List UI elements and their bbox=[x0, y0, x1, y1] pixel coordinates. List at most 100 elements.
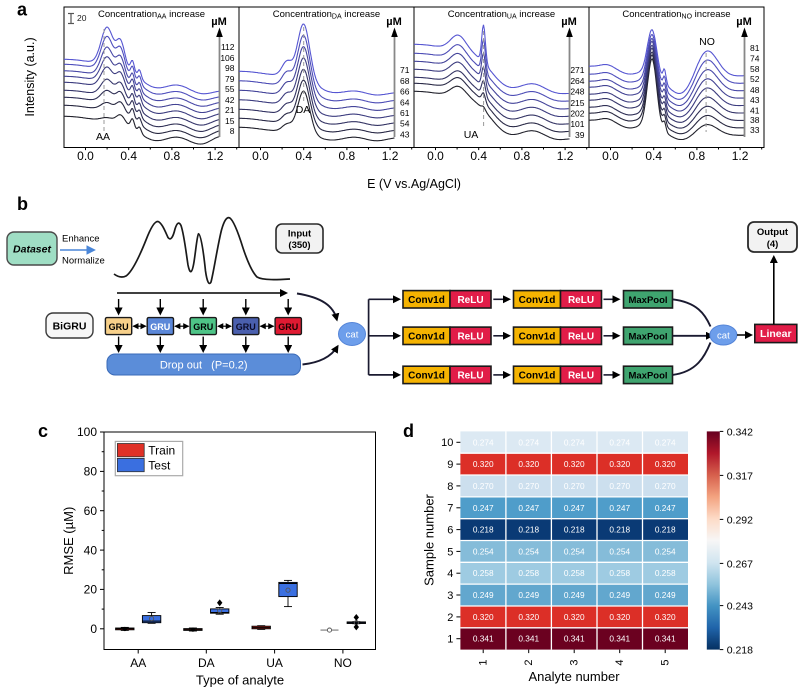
svg-text:43: 43 bbox=[400, 130, 410, 140]
svg-text:40: 40 bbox=[84, 543, 98, 557]
svg-text:0.249: 0.249 bbox=[564, 590, 585, 600]
svg-text:GRU: GRU bbox=[109, 322, 129, 332]
svg-text:0.274: 0.274 bbox=[473, 437, 494, 447]
svg-text:3: 3 bbox=[569, 660, 581, 666]
svg-text:µM: µM bbox=[561, 16, 577, 28]
svg-text:DA: DA bbox=[198, 656, 215, 670]
svg-text:20: 20 bbox=[84, 583, 98, 597]
svg-text:21: 21 bbox=[225, 105, 235, 115]
svg-text:0.341: 0.341 bbox=[564, 634, 585, 644]
svg-text:0: 0 bbox=[90, 622, 97, 636]
svg-text:0.320: 0.320 bbox=[655, 612, 676, 622]
svg-text:ReLU: ReLU bbox=[568, 371, 594, 382]
svg-text:0.218: 0.218 bbox=[655, 525, 676, 535]
svg-text:ConcentrationNO increase: ConcentrationNO increase bbox=[622, 9, 730, 21]
svg-text:0.320: 0.320 bbox=[473, 612, 494, 622]
svg-text:Conv1d: Conv1d bbox=[408, 331, 445, 342]
svg-text:0.218: 0.218 bbox=[609, 525, 630, 535]
svg-text:0.249: 0.249 bbox=[655, 590, 676, 600]
svg-text:55: 55 bbox=[225, 84, 235, 94]
svg-text:Conv1d: Conv1d bbox=[408, 371, 445, 382]
svg-text:0.247: 0.247 bbox=[473, 503, 494, 513]
svg-text:1.2: 1.2 bbox=[207, 149, 224, 163]
svg-text:42: 42 bbox=[225, 95, 235, 105]
svg-text:0.341: 0.341 bbox=[655, 634, 676, 644]
svg-text:0.274: 0.274 bbox=[518, 437, 539, 447]
svg-text:Conv1d: Conv1d bbox=[519, 371, 556, 382]
svg-text:264: 264 bbox=[570, 76, 584, 86]
svg-text:ReLU: ReLU bbox=[457, 331, 483, 342]
svg-text:0.341: 0.341 bbox=[518, 634, 539, 644]
svg-text:1: 1 bbox=[478, 660, 490, 666]
svg-text:0.341: 0.341 bbox=[609, 634, 630, 644]
svg-text:0.320: 0.320 bbox=[518, 612, 539, 622]
svg-text:ReLU: ReLU bbox=[457, 371, 483, 382]
svg-text:7: 7 bbox=[447, 503, 453, 515]
svg-text:GRU: GRU bbox=[150, 322, 170, 332]
svg-text:c: c bbox=[38, 421, 48, 441]
svg-text:0.320: 0.320 bbox=[564, 612, 585, 622]
svg-text:(350): (350) bbox=[288, 240, 310, 251]
svg-text:74: 74 bbox=[750, 54, 760, 64]
svg-text:Type of analyte: Type of analyte bbox=[196, 673, 284, 688]
svg-text:Intensity (a.u.): Intensity (a.u.) bbox=[23, 37, 37, 116]
svg-text:Input: Input bbox=[288, 229, 312, 240]
svg-text:NO: NO bbox=[334, 656, 352, 670]
svg-text:0.270: 0.270 bbox=[564, 481, 585, 491]
svg-text:33: 33 bbox=[750, 125, 760, 135]
svg-text:AA: AA bbox=[96, 131, 110, 143]
svg-text:0.218: 0.218 bbox=[473, 525, 494, 535]
svg-text:0.254: 0.254 bbox=[564, 546, 585, 556]
svg-text:Analyte number: Analyte number bbox=[528, 669, 620, 684]
svg-text:ReLU: ReLU bbox=[568, 331, 594, 342]
svg-text:0.267: 0.267 bbox=[727, 558, 753, 570]
svg-text:0.254: 0.254 bbox=[518, 546, 539, 556]
svg-text:0.258: 0.258 bbox=[518, 568, 539, 578]
svg-text:68: 68 bbox=[400, 76, 410, 86]
svg-text:0.274: 0.274 bbox=[655, 437, 676, 447]
svg-text:Linear: Linear bbox=[760, 328, 792, 340]
svg-text:4: 4 bbox=[614, 660, 626, 666]
svg-text:39: 39 bbox=[575, 130, 585, 140]
svg-text:DA: DA bbox=[296, 104, 311, 116]
svg-text:0.247: 0.247 bbox=[655, 503, 676, 513]
svg-text:0.0: 0.0 bbox=[427, 149, 444, 163]
svg-text:52: 52 bbox=[750, 74, 760, 84]
svg-text:271: 271 bbox=[570, 65, 584, 75]
svg-text:0.8: 0.8 bbox=[339, 149, 356, 163]
svg-text:80: 80 bbox=[84, 465, 98, 479]
svg-text:RMSE (µM): RMSE (µM) bbox=[61, 507, 76, 575]
svg-text:0.4: 0.4 bbox=[645, 149, 662, 163]
svg-text:MaxPool: MaxPool bbox=[628, 371, 667, 382]
svg-text:Drop out (P=0.2): Drop out (P=0.2) bbox=[160, 360, 248, 372]
svg-text:15: 15 bbox=[225, 116, 235, 126]
svg-text:NO: NO bbox=[699, 36, 715, 48]
svg-text:8: 8 bbox=[230, 126, 235, 136]
svg-text:64: 64 bbox=[400, 98, 410, 108]
svg-text:4: 4 bbox=[447, 568, 453, 580]
svg-text:ReLU: ReLU bbox=[457, 295, 483, 306]
svg-text:AA: AA bbox=[130, 656, 146, 670]
svg-text:0.218: 0.218 bbox=[518, 525, 539, 535]
svg-text:0.270: 0.270 bbox=[655, 481, 676, 491]
svg-text:Conv1d: Conv1d bbox=[408, 295, 445, 306]
svg-text:0.274: 0.274 bbox=[609, 437, 630, 447]
svg-text:cat: cat bbox=[346, 330, 359, 341]
svg-text:0.320: 0.320 bbox=[564, 459, 585, 469]
svg-text:5: 5 bbox=[447, 546, 453, 558]
svg-text:1.2: 1.2 bbox=[382, 149, 399, 163]
svg-text:0.270: 0.270 bbox=[473, 481, 494, 491]
svg-text:ConcentrationDA increase: ConcentrationDA increase bbox=[273, 9, 380, 21]
svg-text:0.249: 0.249 bbox=[518, 590, 539, 600]
svg-text:61: 61 bbox=[400, 108, 410, 118]
svg-text:248: 248 bbox=[570, 87, 584, 97]
svg-text:E (V vs.Ag/AgCl): E (V vs.Ag/AgCl) bbox=[367, 177, 461, 191]
svg-text:MaxPool: MaxPool bbox=[628, 331, 667, 342]
svg-text:0.247: 0.247 bbox=[564, 503, 585, 513]
svg-text:0.320: 0.320 bbox=[655, 459, 676, 469]
svg-text:0.4: 0.4 bbox=[470, 149, 487, 163]
svg-text:0.4: 0.4 bbox=[120, 149, 137, 163]
svg-text:60: 60 bbox=[84, 504, 98, 518]
svg-text:38: 38 bbox=[750, 115, 760, 125]
svg-text:0.274: 0.274 bbox=[564, 437, 585, 447]
